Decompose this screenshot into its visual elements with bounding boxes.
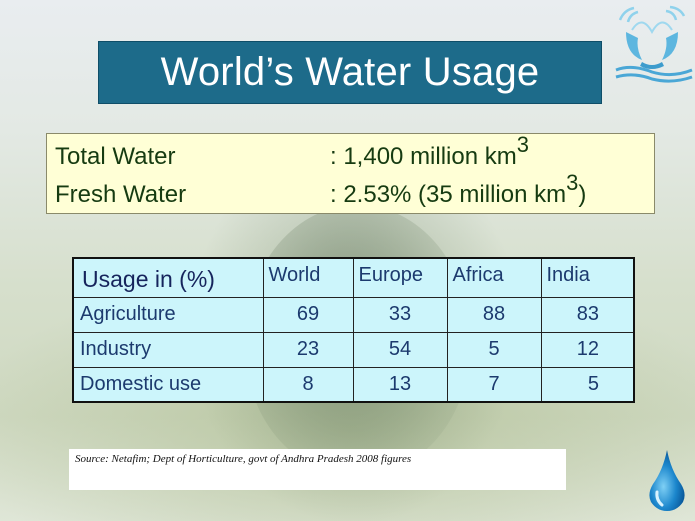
fresh-water-suffix: ) (578, 181, 587, 208)
total-water-exponent: 3 (516, 132, 529, 157)
table-cell: 69 (262, 296, 354, 333)
table-cell: 7 (446, 366, 542, 403)
table-row: Agriculture 69 33 88 83 (72, 296, 635, 333)
water-drop-icon (649, 450, 685, 511)
row-label-domestic-use: Domestic use (72, 366, 264, 403)
page-title: World’s Water Usage (160, 50, 540, 94)
table-cell: 13 (352, 366, 448, 403)
column-header-world: World (262, 257, 354, 298)
column-header-india: India (540, 257, 635, 298)
table-cell: 12 (540, 331, 635, 368)
table-header-row: Usage in (%) World Europe Africa India (72, 257, 635, 298)
table-cell: 5 (446, 331, 542, 368)
column-header-usage: Usage in (%) (72, 257, 264, 298)
table-cell: 23 (262, 331, 354, 368)
fresh-water-value-text: : 2.53% (35 million km (330, 181, 567, 208)
title-banner: World’s Water Usage (98, 41, 602, 104)
usage-table: Usage in (%) World Europe Africa India A… (72, 257, 635, 403)
total-water-label: Total Water (55, 143, 176, 170)
hands-water-logo-icon (615, 5, 693, 83)
total-water-value: : 1,400 million km3 (330, 134, 529, 171)
row-label-industry: Industry (72, 331, 264, 368)
fresh-water-label: Fresh Water (55, 181, 187, 208)
table-cell: 33 (352, 296, 448, 333)
column-header-europe: Europe (352, 257, 448, 298)
total-water-row: Total Water : 1,400 million km3 (47, 134, 654, 173)
table-cell: 54 (352, 331, 448, 368)
table-row: Industry 23 54 5 12 (72, 331, 635, 368)
source-note: Source: Netafim; Dept of Horticulture, g… (75, 453, 412, 465)
table-cell: 83 (540, 296, 635, 333)
total-water-value-text: : 1,400 million km (330, 143, 517, 170)
table-cell: 8 (262, 366, 354, 403)
table-cell: 88 (446, 296, 542, 333)
fresh-water-row: Fresh Water : 2.53% (35 million km3) (47, 172, 654, 211)
table-row: Domestic use 8 13 7 5 (72, 366, 635, 403)
column-header-africa: Africa (446, 257, 542, 298)
table-cell: 5 (540, 366, 635, 403)
source-note-box: Source: Netafim; Dept of Horticulture, g… (69, 449, 566, 490)
fresh-water-exponent: 3 (566, 170, 579, 195)
row-label-agriculture: Agriculture (72, 296, 264, 333)
fresh-water-value: : 2.53% (35 million km3) (330, 172, 587, 209)
water-summary-box: Total Water : 1,400 million km3 Fresh Wa… (46, 133, 655, 214)
